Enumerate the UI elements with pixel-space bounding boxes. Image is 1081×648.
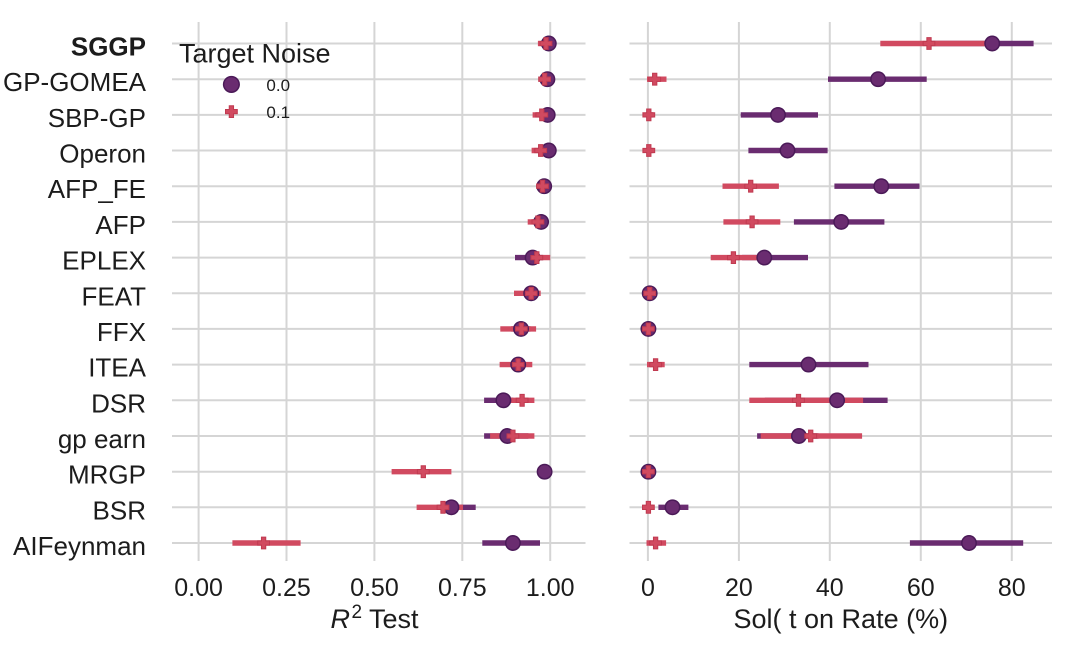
svg-text:0.1: 0.1 <box>266 103 290 122</box>
svg-text:0.0: 0.0 <box>266 76 290 95</box>
svg-text:GP-GOMEA: GP-GOMEA <box>3 67 147 97</box>
svg-text:MRGP: MRGP <box>68 460 146 490</box>
svg-text:0: 0 <box>641 574 655 602</box>
svg-text:FFX: FFX <box>97 317 146 347</box>
svg-text:20: 20 <box>725 574 753 602</box>
svg-text:DSR: DSR <box>91 388 146 418</box>
svg-text:SGGP: SGGP <box>71 32 146 62</box>
svg-text:Operon: Operon <box>59 139 146 169</box>
svg-text:BSR: BSR <box>93 495 146 525</box>
svg-text:1.00: 1.00 <box>526 574 575 602</box>
svg-text:FEAT: FEAT <box>81 281 146 311</box>
svg-text:0.25: 0.25 <box>262 574 311 602</box>
svg-text:Target Noise: Target Noise <box>179 39 331 69</box>
svg-text:AFP: AFP <box>95 210 146 240</box>
svg-text:Sol( t on Rate (%): Sol( t on Rate (%) <box>734 604 949 634</box>
svg-text:40: 40 <box>816 574 844 602</box>
svg-text:AFP_FE: AFP_FE <box>48 174 146 204</box>
svg-text:R2 Test: R2 Test <box>330 602 419 634</box>
svg-text:gp earn: gp earn <box>58 424 146 454</box>
svg-text:ITEA: ITEA <box>88 353 146 383</box>
svg-text:0.50: 0.50 <box>350 574 399 602</box>
svg-text:0.00: 0.00 <box>174 574 223 602</box>
svg-text:EPLEX: EPLEX <box>62 246 146 276</box>
svg-text:AIFeynman: AIFeynman <box>13 531 146 561</box>
svg-text:60: 60 <box>907 574 935 602</box>
svg-text:80: 80 <box>998 574 1026 602</box>
svg-text:SBP-GP: SBP-GP <box>48 103 146 133</box>
svg-text:0.75: 0.75 <box>438 574 487 602</box>
